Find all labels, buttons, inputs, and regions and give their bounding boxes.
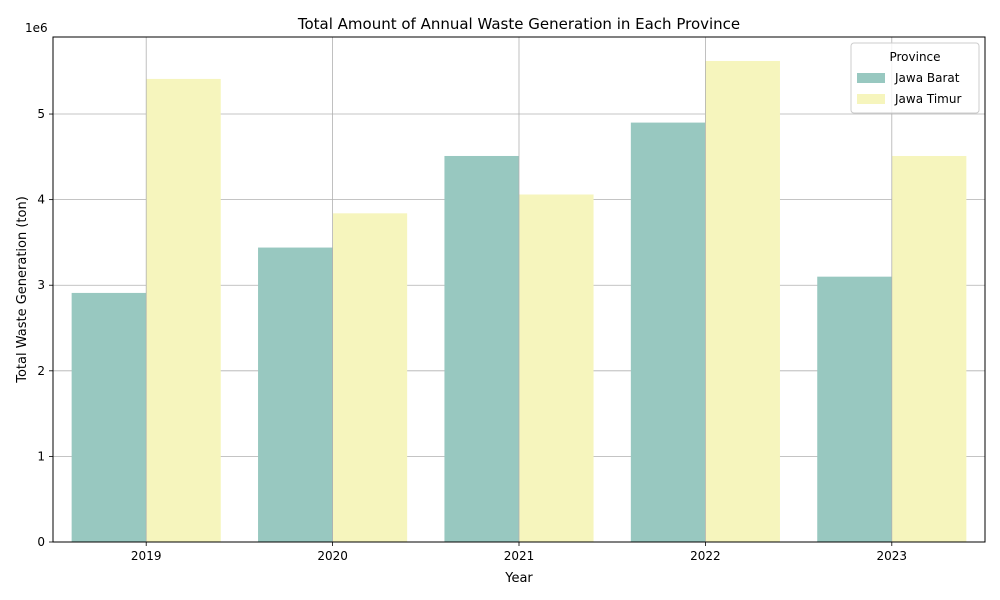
vertical-grid-lines — [145, 37, 893, 542]
y-tick-label: 1 — [37, 449, 45, 463]
bars — [71, 60, 967, 543]
bar-jawa-barat-2021 — [444, 155, 519, 542]
bar-jawa-timur-2023 — [891, 155, 967, 542]
legend-label: Jawa Timur — [894, 92, 961, 106]
bar-jawa-timur-2019 — [146, 78, 221, 543]
legend-title: Province — [889, 50, 940, 64]
legend-items: Jawa Barat Jawa Timur — [857, 71, 961, 106]
bar-jawa-timur-2020 — [332, 213, 408, 543]
y-tick-label: 2 — [37, 364, 45, 378]
legend-label: Jawa Barat — [894, 71, 960, 85]
x-tick-label: 2020 — [317, 549, 348, 563]
x-tick-label: 2023 — [877, 549, 908, 563]
chart-title: Total Amount of Annual Waste Generation … — [297, 15, 740, 33]
x-axis-ticks: 2019 2020 2021 2022 2023 — [131, 542, 907, 563]
y-axis-label: Total Waste Generation (ton) — [15, 196, 30, 384]
y-tick-label: 4 — [37, 193, 45, 207]
y-tick-label: 3 — [37, 278, 45, 292]
legend-swatch — [857, 94, 885, 104]
x-tick-label: 2022 — [690, 549, 721, 563]
y-axis-ticks: 0 1 2 3 4 5 — [37, 107, 53, 549]
x-tick-label: 2021 — [504, 549, 535, 563]
bar-jawa-timur-2021 — [519, 194, 594, 543]
legend-swatch — [857, 73, 885, 83]
bar-jawa-barat-2019 — [71, 292, 147, 542]
x-tick-label: 2019 — [131, 549, 162, 563]
y-axis-offset-label: 1e6 — [25, 21, 48, 35]
y-tick-label: 5 — [37, 107, 45, 121]
y-tick-label: 0 — [37, 535, 45, 549]
legend: Province Jawa Barat Jawa Timur — [850, 42, 980, 114]
bar-jawa-barat-2020 — [258, 247, 333, 542]
x-axis-label: Year — [504, 571, 533, 586]
bar-jawa-timur-2022 — [705, 60, 780, 543]
bar-jawa-barat-2022 — [630, 122, 706, 542]
bar-jawa-barat-2023 — [817, 276, 892, 542]
